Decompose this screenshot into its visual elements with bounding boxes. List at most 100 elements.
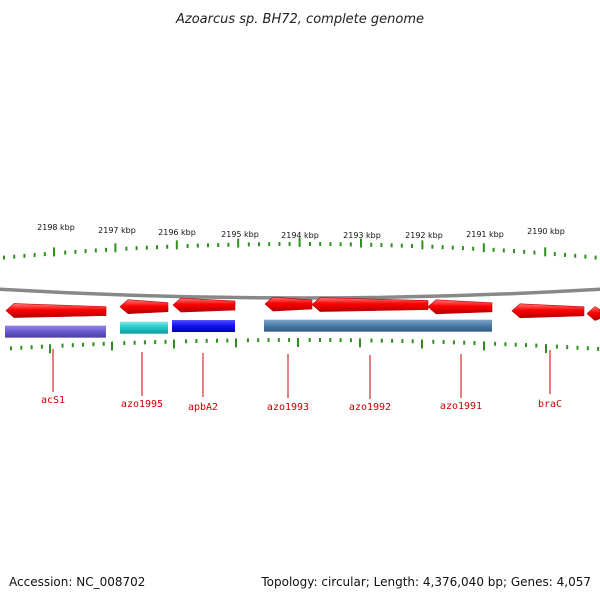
minor-tick <box>277 338 280 343</box>
minor-tick <box>143 340 146 345</box>
gene-arrow[interactable] <box>5 303 107 318</box>
major-tick <box>482 243 485 253</box>
minor-tick <box>196 243 199 248</box>
minor-tick <box>257 338 260 343</box>
gene-label[interactable]: acS1 <box>41 395 65 406</box>
major-tick <box>360 238 362 248</box>
minor-tick <box>411 243 413 248</box>
domain-bar[interactable] <box>264 319 492 332</box>
minor-tick <box>309 242 311 247</box>
minor-tick <box>164 339 167 344</box>
map-title: Azoarcus sp. BH72, complete genome <box>175 12 424 27</box>
minor-tick <box>502 248 505 253</box>
gene-arrow[interactable] <box>119 299 169 315</box>
gene-arrow[interactable] <box>311 297 429 312</box>
minor-tick <box>125 246 128 251</box>
minor-tick <box>227 242 230 247</box>
minor-tick <box>92 342 95 347</box>
minor-tick <box>123 341 126 346</box>
ruler-label: 2198 kbp <box>37 223 75 232</box>
major-tick <box>544 247 547 257</box>
minor-tick <box>462 246 464 251</box>
minor-tick <box>513 249 515 254</box>
minor-tick <box>349 242 352 247</box>
minor-tick <box>246 338 249 343</box>
minor-tick <box>258 242 260 247</box>
minor-tick <box>586 346 589 351</box>
lower-ruler <box>10 338 600 354</box>
minor-tick <box>566 345 569 350</box>
ruler-label: 2192 kbp <box>405 231 443 240</box>
minor-tick <box>400 243 403 248</box>
minor-tick <box>576 345 579 350</box>
gene-arrow[interactable] <box>511 303 585 319</box>
gene-label[interactable]: azo1991 <box>440 401 482 412</box>
minor-tick <box>451 245 454 250</box>
minor-tick <box>207 243 209 248</box>
major-tick <box>298 238 301 248</box>
gene-arrow[interactable] <box>172 297 236 313</box>
minor-tick <box>370 338 373 343</box>
major-tick <box>545 344 547 354</box>
minor-tick <box>74 249 77 254</box>
minor-tick <box>288 242 291 247</box>
major-tick <box>421 339 423 349</box>
minor-tick <box>574 253 577 258</box>
ruler-label: 2190 kbp <box>527 227 565 236</box>
domain-bar[interactable] <box>172 320 235 333</box>
minor-tick <box>431 244 434 249</box>
genome-backbone <box>0 287 600 300</box>
minor-tick <box>154 340 157 345</box>
minor-tick <box>504 342 507 347</box>
domain-bar[interactable] <box>5 325 106 338</box>
major-tick <box>49 344 51 354</box>
gene-label[interactable]: azo1993 <box>267 402 309 413</box>
minor-tick <box>597 346 600 351</box>
domain-bar[interactable] <box>120 321 168 334</box>
major-tick <box>111 341 113 351</box>
minor-tick <box>84 249 87 254</box>
genome-summary-text: Topology: circular; Length: 4,376,040 bp… <box>260 575 591 589</box>
minor-tick <box>247 242 250 247</box>
major-tick <box>359 338 361 348</box>
gene-label[interactable]: braC <box>538 399 562 410</box>
ruler-label: 2194 kbp <box>281 231 319 240</box>
minor-tick <box>195 339 198 344</box>
minor-tick <box>329 338 332 343</box>
major-tick <box>53 247 55 257</box>
minor-tick <box>267 338 270 343</box>
major-tick <box>237 238 240 248</box>
minor-tick <box>492 247 495 252</box>
gene-label-lines <box>52 349 551 399</box>
minor-tick <box>71 343 74 348</box>
minor-tick <box>186 243 189 248</box>
minor-tick <box>452 340 455 345</box>
minor-tick <box>33 252 36 257</box>
major-tick <box>421 240 424 250</box>
minor-tick <box>349 338 352 343</box>
minor-tick <box>584 254 587 259</box>
minor-tick <box>133 340 136 345</box>
minor-tick <box>441 245 444 250</box>
major-tick <box>173 339 175 349</box>
minor-tick <box>166 244 169 249</box>
ruler-label: 2193 kbp <box>343 231 381 240</box>
gene-label[interactable]: azo1992 <box>349 402 391 413</box>
gene-label[interactable]: azo1995 <box>121 399 163 410</box>
ruler-label: 2196 kbp <box>158 228 196 237</box>
minor-tick <box>432 339 435 344</box>
minor-tick <box>102 341 105 346</box>
minor-tick <box>380 338 383 343</box>
minor-tick <box>370 242 373 247</box>
minor-tick <box>390 243 393 248</box>
minor-tick <box>20 345 23 350</box>
minor-tick <box>594 255 597 260</box>
minor-tick <box>391 338 394 343</box>
ruler-label: 2197 kbp <box>98 226 136 235</box>
minor-tick <box>339 242 342 247</box>
gene-arrow[interactable] <box>427 299 493 315</box>
gene-label[interactable]: apbA2 <box>188 402 218 413</box>
gene-arrow[interactable] <box>586 306 600 321</box>
minor-tick <box>135 246 138 251</box>
minor-tick <box>319 242 322 247</box>
